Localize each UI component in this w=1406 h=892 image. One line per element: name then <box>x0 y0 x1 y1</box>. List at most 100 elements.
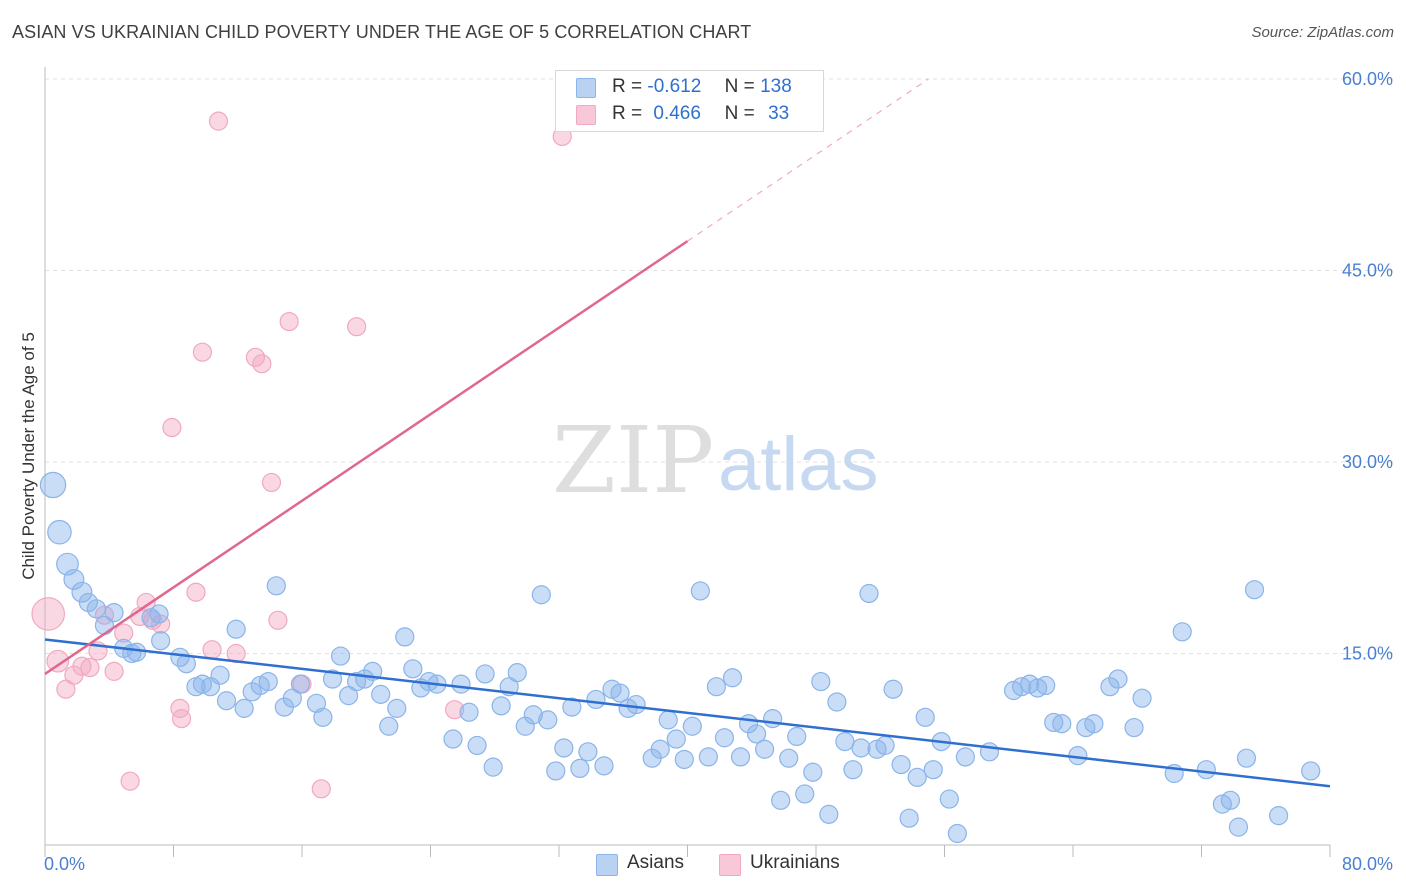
asians-point <box>578 742 598 762</box>
asians-point <box>730 747 751 767</box>
asians-point <box>795 784 815 804</box>
y-tick-label: 30.0% <box>1342 452 1393 472</box>
r-value: -0.612 <box>647 76 702 97</box>
ukrainians-point <box>151 614 171 634</box>
ukrainians-point <box>162 417 182 438</box>
asians-point <box>330 646 351 666</box>
asians-point <box>306 693 327 713</box>
asians-point <box>387 698 407 718</box>
asians-point <box>666 729 686 749</box>
asians-point <box>258 671 278 692</box>
asians-point <box>1124 717 1144 738</box>
asians-point <box>714 728 735 748</box>
asians-point <box>899 808 919 828</box>
ukrainians-point <box>136 592 156 613</box>
asians-point <box>706 677 727 697</box>
asians-trend-line <box>44 638 1331 788</box>
ukrainians-trend-extension <box>687 78 929 242</box>
asians-point <box>151 631 171 651</box>
ukrainians-point <box>46 649 70 673</box>
asians-point <box>779 748 799 768</box>
chart-title: ASIAN VS UKRAINIAN CHILD POVERTY UNDER T… <box>12 22 752 42</box>
asians-point <box>1172 622 1192 642</box>
asians-point <box>907 767 927 787</box>
asians-point <box>586 689 606 710</box>
asians-point <box>322 669 343 689</box>
ukrainians-swatch <box>576 105 596 125</box>
ukrainians-point <box>347 317 367 337</box>
asians-point <box>507 663 527 683</box>
asians-legend-label: Asians <box>627 852 685 873</box>
grid-lines <box>45 78 1395 654</box>
asians-point <box>475 664 495 684</box>
watermark-zip: ZIP <box>552 407 714 514</box>
y-tick-label: 45.0% <box>1342 261 1393 281</box>
asians-point <box>658 710 678 730</box>
asians-point <box>403 659 423 679</box>
asians-point <box>39 471 67 499</box>
y-tick-label: 60.0% <box>1342 69 1393 89</box>
n-value: 138 <box>760 76 792 97</box>
asians-point <box>313 707 333 727</box>
x-tick-label: 0.0% <box>44 854 85 874</box>
asians-point <box>859 583 879 604</box>
asians-point <box>63 568 85 590</box>
y-tick-label: 15.0% <box>1342 644 1393 664</box>
asians-point <box>851 738 871 758</box>
asians-point <box>515 716 535 736</box>
n-value: 33 <box>768 103 790 124</box>
asians-point <box>690 581 710 601</box>
asians-point <box>443 729 463 749</box>
asians-point <box>562 697 582 717</box>
asians-point <box>1052 714 1072 734</box>
source-label: Source: ZipAtlas.com <box>1251 24 1394 41</box>
ukrainians-point <box>268 610 288 630</box>
ukrainians-point <box>114 623 134 643</box>
ukrainians-point <box>444 700 465 720</box>
asians-point <box>126 642 147 662</box>
y-axis-label: Child Poverty Under the Age of 5 <box>19 332 38 580</box>
asians-point <box>379 716 399 736</box>
asians-point <box>1084 714 1104 734</box>
asians-point <box>883 679 903 699</box>
asians-point <box>546 761 566 781</box>
watermark: ZIP atlas <box>552 407 879 514</box>
ukrainians-point <box>31 597 66 631</box>
asians-point <box>1132 688 1152 708</box>
asians-point <box>459 702 479 722</box>
asians-point <box>594 756 614 776</box>
asians-point <box>1220 790 1241 810</box>
asians-point <box>835 731 855 752</box>
asians-point <box>483 757 503 777</box>
asians-point <box>610 683 630 703</box>
asians-point <box>787 726 807 747</box>
asians-point <box>538 710 558 730</box>
r-label: R = <box>612 76 643 97</box>
asians-point <box>234 698 254 718</box>
asians-point <box>451 674 471 694</box>
asians-point <box>395 627 415 647</box>
asians-point <box>771 790 791 810</box>
r-value: 0.466 <box>653 103 701 124</box>
asians-point <box>923 760 943 780</box>
ukrainians-point <box>311 779 331 799</box>
watermark-atlas: atlas <box>718 422 879 507</box>
ukrainians-point <box>252 354 272 374</box>
ukrainians-point <box>261 472 282 493</box>
asians-point <box>811 671 831 692</box>
asians-point <box>554 738 574 758</box>
asians-points <box>39 471 1321 844</box>
asians-point <box>104 603 124 623</box>
ukrainians-legend-swatch <box>719 854 741 876</box>
asians-point <box>1196 760 1216 780</box>
trend-lines <box>44 78 1331 788</box>
asians-point <box>939 789 959 809</box>
correlation-legend: R = -0.612 N = 138 R = 0.466 N = 33 <box>555 70 824 132</box>
asians-point <box>1244 580 1265 600</box>
ukrainians-point <box>170 698 190 718</box>
asians-point <box>891 754 911 775</box>
asians-point <box>674 749 694 770</box>
asians-point <box>226 619 246 639</box>
asians-legend-swatch <box>596 854 618 876</box>
